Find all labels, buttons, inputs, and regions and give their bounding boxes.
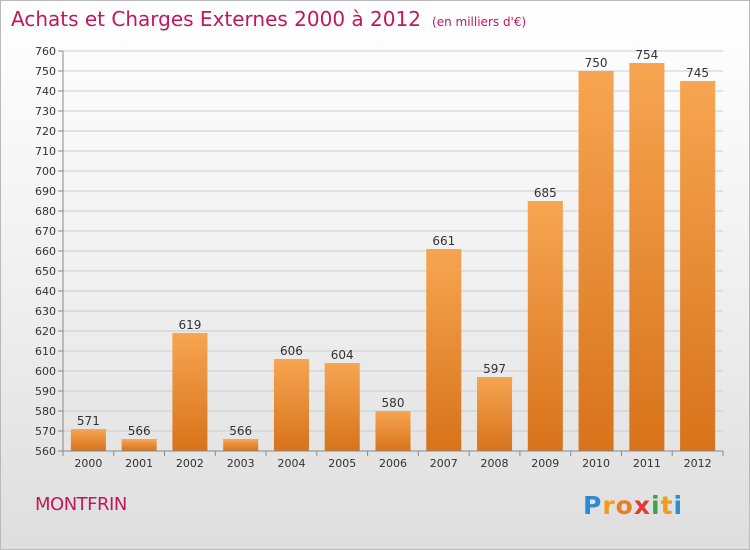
y-tick-label: 740 [35,85,56,98]
x-tick-label: 2008 [481,457,509,470]
bar-2002 [172,333,208,451]
bar-highlight [426,249,462,251]
chart-unit-note: (en milliers d'€) [432,15,527,29]
x-tick-label: 2002 [176,457,204,470]
data-label: 745 [686,66,709,80]
y-tick-label: 640 [35,285,56,298]
y-tick-label: 660 [35,245,56,258]
data-label: 571 [77,414,100,428]
data-label: 580 [382,396,405,410]
bar-highlight [172,333,208,335]
x-tick-label: 2003 [227,457,255,470]
data-label: 566 [229,424,252,438]
bar-highlight [629,63,665,65]
chart-title-text: Achats et Charges Externes 2000 à 2012 [11,7,421,31]
x-tick-label: 2012 [684,457,712,470]
chart-title: Achats et Charges Externes 2000 à 2012 (… [11,7,526,31]
bar-highlight [324,363,360,365]
bar-2008 [477,377,513,451]
logo-letter: i [651,491,661,520]
y-tick-label: 600 [35,365,56,378]
y-tick-label: 650 [35,265,56,278]
x-tick-label: 2007 [430,457,458,470]
bar-2000 [70,429,106,451]
data-label: 597 [483,362,506,376]
y-tick-label: 670 [35,225,56,238]
commune-name: MONTFRIN [35,494,127,515]
bar-2007 [426,249,462,451]
y-tick-label: 560 [35,445,56,458]
bar-highlight [375,411,411,413]
x-tick-label: 2006 [379,457,407,470]
data-label: 619 [178,318,201,332]
logo-letter: P [583,491,603,520]
logo-letter: r [602,491,616,520]
bar-2004 [273,359,309,451]
data-label: 604 [331,348,354,362]
data-label: 566 [128,424,151,438]
y-tick-label: 730 [35,105,56,118]
proxiti-logo: Proxiti [583,491,683,520]
bar-2001 [121,439,157,451]
logo-letter: i [673,491,684,520]
x-tick-label: 2009 [531,457,559,470]
x-tick-label: 2011 [633,457,661,470]
y-tick-label: 580 [35,405,56,418]
data-label: 750 [585,56,608,70]
y-tick-label: 590 [35,385,56,398]
bar-2010 [578,71,614,451]
bar-2011 [629,63,665,451]
bar-highlight [578,71,614,73]
data-label: 754 [635,48,658,62]
y-tick-label: 760 [35,45,56,58]
logo-letter: t [660,491,674,520]
x-tick-label: 2000 [74,457,102,470]
axes: 560 570 580 590 600 610 620 630 640 650 660 670 680 6… [35,45,724,470]
logo-letter: x [633,491,651,520]
x-tick-label: 2010 [582,457,610,470]
data-label: 606 [280,344,303,358]
gridlines [63,50,723,452]
data-label: 685 [534,186,557,200]
logo-letter: o [615,491,634,520]
y-tick-label: 680 [35,205,56,218]
bar-2003 [223,439,259,451]
bar-highlight [70,429,106,431]
bar-highlight [477,377,513,379]
bar-2005 [324,363,360,451]
bar-2012 [680,81,716,451]
y-tick-label: 700 [35,165,56,178]
y-tick-label: 690 [35,185,56,198]
y-tick-label: 570 [35,425,56,438]
x-tick-label: 2004 [277,457,305,470]
bar-highlight [680,81,716,83]
y-tick-label: 620 [35,325,56,338]
y-tick-label: 610 [35,345,56,358]
bar-highlight [273,359,309,361]
bar-highlight [223,439,259,441]
y-tick-label: 710 [35,145,56,158]
bar-highlight [121,439,157,441]
bar-2006 [375,411,411,451]
y-tick-label: 720 [35,125,56,138]
x-tick-label: 2001 [125,457,153,470]
y-tick-label: 630 [35,305,56,318]
bars: 571 566 619 566 606 604 580 661 597 685 750 754 745 [70,48,716,451]
y-tick-label: 750 [35,65,56,78]
x-tick-label: 2005 [328,457,356,470]
bar-highlight [527,201,563,203]
data-label: 661 [432,234,455,248]
bar-2009 [527,201,563,451]
